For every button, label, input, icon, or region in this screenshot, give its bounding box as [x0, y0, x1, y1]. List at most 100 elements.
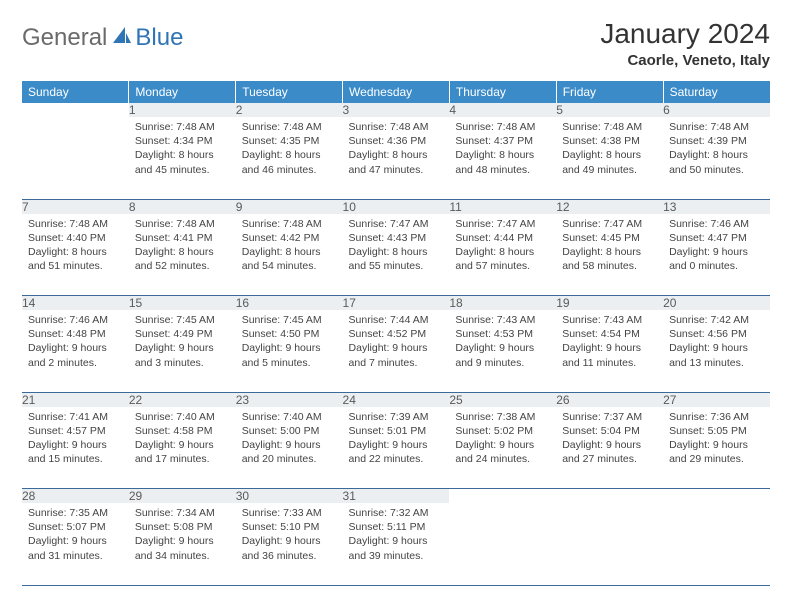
day-number: 13	[663, 199, 770, 214]
day-cell-content: Sunrise: 7:38 AMSunset: 5:02 PMDaylight:…	[449, 407, 556, 471]
day-cell-content: Sunrise: 7:44 AMSunset: 4:52 PMDaylight:…	[343, 310, 450, 374]
daylight-line: Daylight: 9 hours and 3 minutes.	[135, 341, 230, 369]
day-header: Wednesday	[343, 81, 450, 103]
sunrise-line: Sunrise: 7:48 AM	[349, 120, 444, 134]
day-number-row: 14151617181920	[22, 296, 770, 311]
sunset-line: Sunset: 4:41 PM	[135, 231, 230, 245]
sunrise-line: Sunrise: 7:47 AM	[455, 217, 550, 231]
sunrise-line: Sunrise: 7:48 AM	[562, 120, 657, 134]
day-number	[22, 103, 129, 117]
daylight-line: Daylight: 8 hours and 45 minutes.	[135, 148, 230, 176]
day-header: Monday	[129, 81, 236, 103]
daylight-line: Daylight: 8 hours and 55 minutes.	[349, 245, 444, 273]
day-cell: Sunrise: 7:32 AMSunset: 5:11 PMDaylight:…	[343, 503, 450, 585]
sunset-line: Sunset: 4:45 PM	[562, 231, 657, 245]
sunset-line: Sunset: 4:40 PM	[28, 231, 123, 245]
sunset-line: Sunset: 5:02 PM	[455, 424, 550, 438]
day-number: 30	[236, 489, 343, 504]
sunrise-line: Sunrise: 7:33 AM	[242, 506, 337, 520]
day-number: 21	[22, 392, 129, 407]
day-cell: Sunrise: 7:38 AMSunset: 5:02 PMDaylight:…	[449, 407, 556, 489]
day-cell-content: Sunrise: 7:36 AMSunset: 5:05 PMDaylight:…	[663, 407, 770, 471]
day-cell: Sunrise: 7:45 AMSunset: 4:50 PMDaylight:…	[236, 310, 343, 392]
day-cell-content: Sunrise: 7:35 AMSunset: 5:07 PMDaylight:…	[22, 503, 129, 567]
day-cell: Sunrise: 7:48 AMSunset: 4:42 PMDaylight:…	[236, 214, 343, 296]
day-cell-content: Sunrise: 7:48 AMSunset: 4:34 PMDaylight:…	[129, 117, 236, 181]
day-cell-content: Sunrise: 7:48 AMSunset: 4:36 PMDaylight:…	[343, 117, 450, 181]
day-header: Sunday	[22, 81, 129, 103]
week-row: Sunrise: 7:46 AMSunset: 4:48 PMDaylight:…	[22, 310, 770, 392]
sunrise-line: Sunrise: 7:40 AM	[135, 410, 230, 424]
day-cell: Sunrise: 7:43 AMSunset: 4:54 PMDaylight:…	[556, 310, 663, 392]
sunrise-line: Sunrise: 7:42 AM	[669, 313, 764, 327]
day-number: 4	[449, 103, 556, 117]
day-cell-content: Sunrise: 7:48 AMSunset: 4:39 PMDaylight:…	[663, 117, 770, 181]
day-number: 10	[343, 199, 450, 214]
day-number: 1	[129, 103, 236, 117]
sunrise-line: Sunrise: 7:44 AM	[349, 313, 444, 327]
day-cell-content: Sunrise: 7:45 AMSunset: 4:49 PMDaylight:…	[129, 310, 236, 374]
day-cell	[449, 503, 556, 585]
day-number: 19	[556, 296, 663, 311]
daylight-line: Daylight: 8 hours and 57 minutes.	[455, 245, 550, 273]
sunrise-line: Sunrise: 7:40 AM	[242, 410, 337, 424]
day-cell: Sunrise: 7:35 AMSunset: 5:07 PMDaylight:…	[22, 503, 129, 585]
sunrise-line: Sunrise: 7:47 AM	[349, 217, 444, 231]
sunrise-line: Sunrise: 7:34 AM	[135, 506, 230, 520]
day-number: 9	[236, 199, 343, 214]
day-header: Friday	[556, 81, 663, 103]
sunrise-line: Sunrise: 7:46 AM	[669, 217, 764, 231]
day-cell: Sunrise: 7:36 AMSunset: 5:05 PMDaylight:…	[663, 407, 770, 489]
sunrise-line: Sunrise: 7:48 AM	[669, 120, 764, 134]
day-cell: Sunrise: 7:47 AMSunset: 4:44 PMDaylight:…	[449, 214, 556, 296]
day-cell: Sunrise: 7:46 AMSunset: 4:47 PMDaylight:…	[663, 214, 770, 296]
sunset-line: Sunset: 5:04 PM	[562, 424, 657, 438]
daylight-line: Daylight: 8 hours and 48 minutes.	[455, 148, 550, 176]
day-cell: Sunrise: 7:47 AMSunset: 4:45 PMDaylight:…	[556, 214, 663, 296]
day-cell: Sunrise: 7:48 AMSunset: 4:35 PMDaylight:…	[236, 117, 343, 199]
day-number: 8	[129, 199, 236, 214]
day-number	[449, 489, 556, 504]
day-number: 29	[129, 489, 236, 504]
day-cell: Sunrise: 7:46 AMSunset: 4:48 PMDaylight:…	[22, 310, 129, 392]
sunrise-line: Sunrise: 7:45 AM	[242, 313, 337, 327]
daylight-line: Daylight: 8 hours and 47 minutes.	[349, 148, 444, 176]
daylight-line: Daylight: 9 hours and 11 minutes.	[562, 341, 657, 369]
day-cell-content: Sunrise: 7:40 AMSunset: 4:58 PMDaylight:…	[129, 407, 236, 471]
sunrise-line: Sunrise: 7:48 AM	[455, 120, 550, 134]
day-number: 18	[449, 296, 556, 311]
day-of-week-row: SundayMondayTuesdayWednesdayThursdayFrid…	[22, 81, 770, 103]
day-cell	[556, 503, 663, 585]
day-number: 31	[343, 489, 450, 504]
sunset-line: Sunset: 5:05 PM	[669, 424, 764, 438]
day-cell: Sunrise: 7:48 AMSunset: 4:38 PMDaylight:…	[556, 117, 663, 199]
day-cell: Sunrise: 7:47 AMSunset: 4:43 PMDaylight:…	[343, 214, 450, 296]
day-cell-content: Sunrise: 7:43 AMSunset: 4:53 PMDaylight:…	[449, 310, 556, 374]
sunset-line: Sunset: 4:44 PM	[455, 231, 550, 245]
day-cell-content: Sunrise: 7:48 AMSunset: 4:40 PMDaylight:…	[22, 214, 129, 278]
sunset-line: Sunset: 4:49 PM	[135, 327, 230, 341]
sunset-line: Sunset: 4:53 PM	[455, 327, 550, 341]
day-number: 2	[236, 103, 343, 117]
day-number: 5	[556, 103, 663, 117]
sunrise-line: Sunrise: 7:39 AM	[349, 410, 444, 424]
sunset-line: Sunset: 4:47 PM	[669, 231, 764, 245]
sunset-line: Sunset: 5:07 PM	[28, 520, 123, 534]
day-number: 7	[22, 199, 129, 214]
day-number: 6	[663, 103, 770, 117]
day-number	[663, 489, 770, 504]
sunrise-line: Sunrise: 7:43 AM	[455, 313, 550, 327]
sunset-line: Sunset: 5:11 PM	[349, 520, 444, 534]
sunset-line: Sunset: 4:38 PM	[562, 134, 657, 148]
daylight-line: Daylight: 9 hours and 39 minutes.	[349, 534, 444, 562]
day-number: 12	[556, 199, 663, 214]
day-cell-content: Sunrise: 7:32 AMSunset: 5:11 PMDaylight:…	[343, 503, 450, 567]
week-row: Sunrise: 7:41 AMSunset: 4:57 PMDaylight:…	[22, 407, 770, 489]
day-number: 28	[22, 489, 129, 504]
sunset-line: Sunset: 4:54 PM	[562, 327, 657, 341]
sunset-line: Sunset: 4:58 PM	[135, 424, 230, 438]
day-cell: Sunrise: 7:42 AMSunset: 4:56 PMDaylight:…	[663, 310, 770, 392]
day-cell: Sunrise: 7:39 AMSunset: 5:01 PMDaylight:…	[343, 407, 450, 489]
logo-text-2: Blue	[135, 24, 183, 52]
day-number: 23	[236, 392, 343, 407]
